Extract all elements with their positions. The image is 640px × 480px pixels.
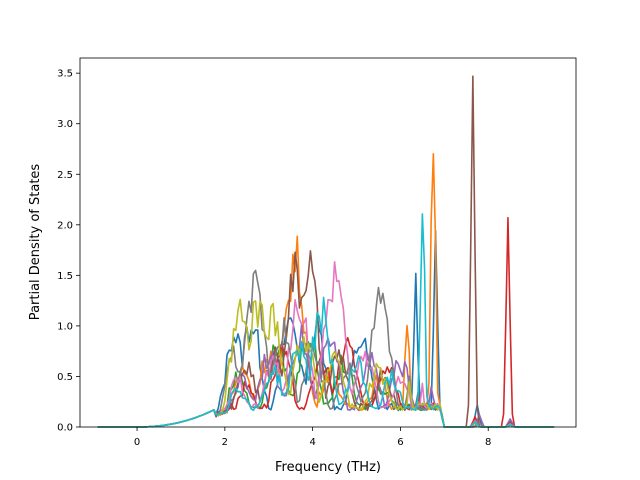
x-axis-label: Frequency (THz) — [275, 460, 381, 475]
series-layer — [97, 75, 555, 428]
plot-frame — [79, 57, 577, 428]
x-tick-label: 6 — [397, 437, 403, 448]
y-tick-label: 1.5 — [57, 271, 73, 282]
x-tick-label: 4 — [309, 437, 315, 448]
y-tick-label: 3.0 — [57, 119, 73, 130]
y-tick-label: 0.0 — [57, 423, 73, 434]
y-tick-label: 3.5 — [57, 69, 73, 80]
y-tick-label: 1.0 — [57, 321, 73, 332]
tick-layer: 0 2 4 6 8 0.0 0.5 1.0 1.5 2.0 2.5 3.0 3.5 — [57, 69, 491, 448]
y-tick-label: 2.0 — [57, 220, 73, 231]
plot-background — [80, 58, 576, 427]
y-axis-label: Partial Density of States — [28, 164, 43, 321]
y-tick-label: 0.5 — [57, 372, 73, 383]
x-tick-label: 8 — [485, 437, 491, 448]
pdos-series-line — [97, 213, 555, 428]
y-tick-label: 2.5 — [57, 170, 73, 181]
x-tick-label: 2 — [222, 437, 228, 448]
x-tick-label: 0 — [134, 437, 140, 448]
